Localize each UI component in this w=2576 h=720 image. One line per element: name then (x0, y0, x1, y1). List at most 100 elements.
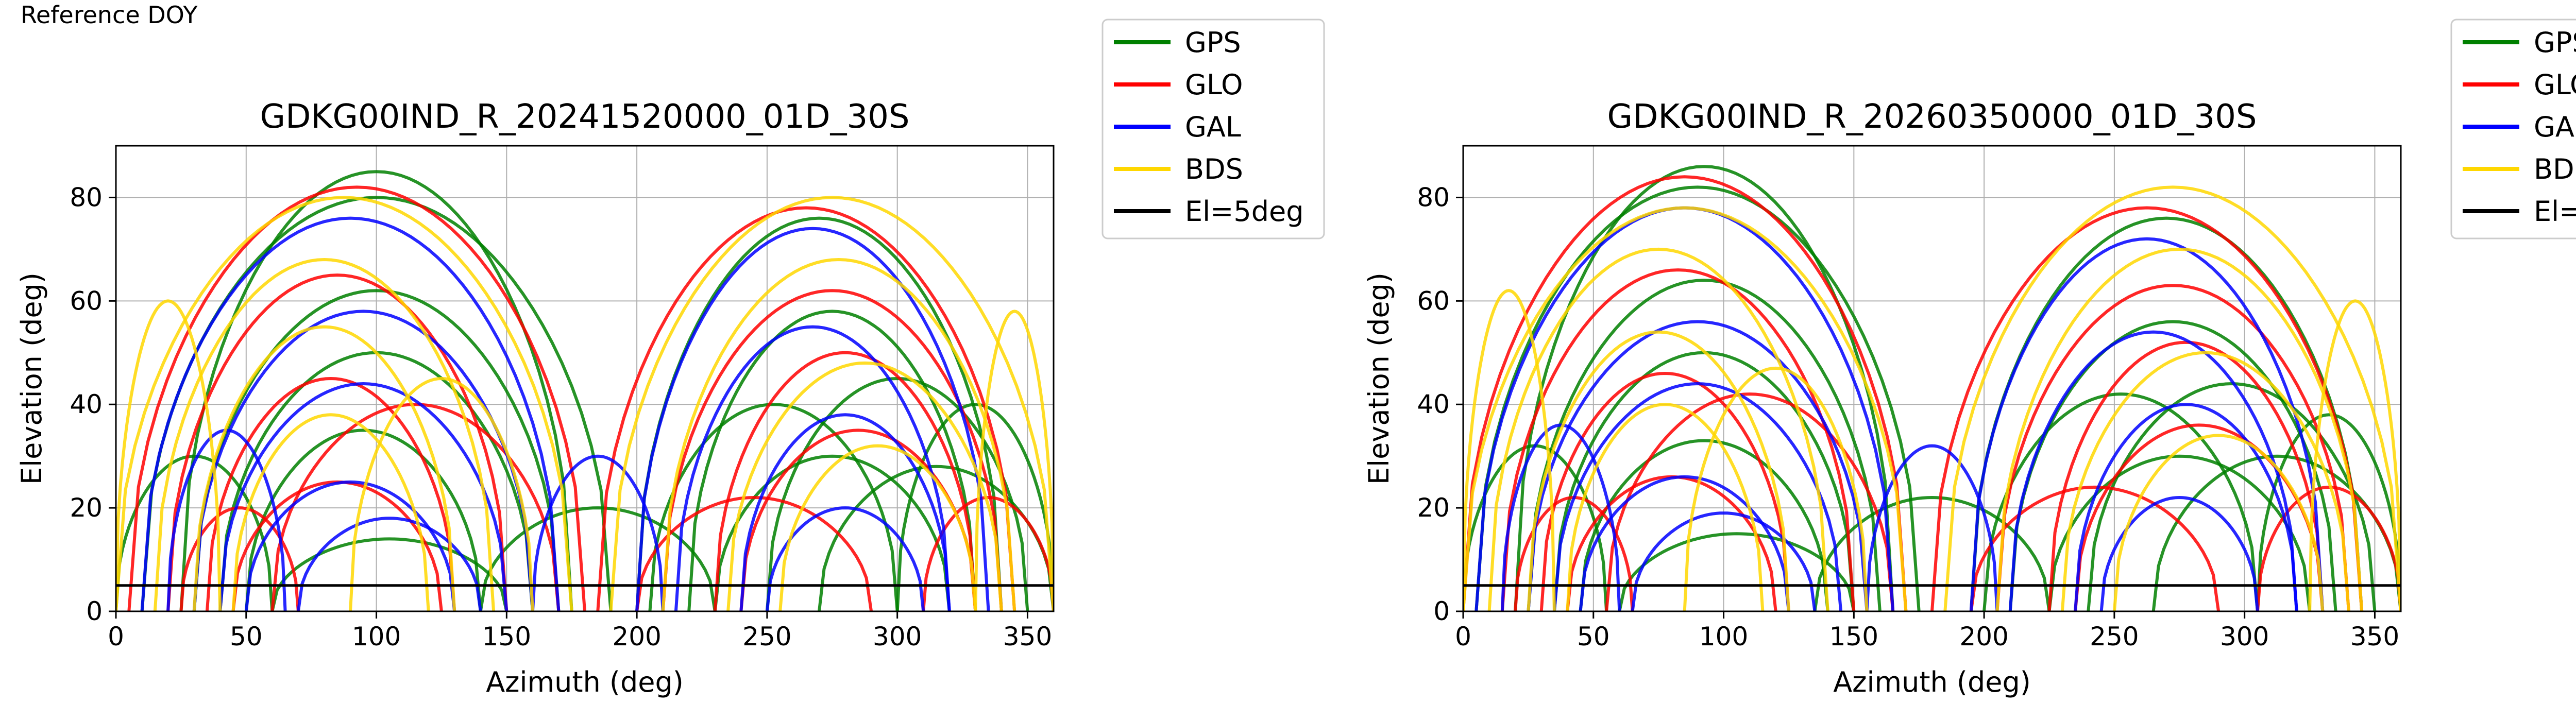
bds-satellite-track (116, 299, 222, 611)
y-axis-label: Elevation (deg) (1363, 272, 1395, 485)
gal-satellite-track (1552, 382, 1843, 611)
legend-label: GAL (1185, 111, 1241, 143)
x-tick-label: 300 (2220, 622, 2269, 652)
bds-satellite-track (349, 376, 534, 611)
legend-frame (2450, 19, 2576, 239)
glo-satellite-track (1463, 175, 1908, 611)
legend-2: GPS GLO GAL BDS El=5deg (2450, 19, 2576, 239)
gps-satellite-track (479, 506, 717, 611)
bds-satellite-track (661, 258, 1016, 611)
legend-frame (1101, 19, 1325, 239)
grid-lines (1463, 146, 2401, 612)
bds-satellite-track (1487, 247, 1829, 611)
glo-satellite-track (205, 376, 456, 611)
gps-satellite-track (1969, 216, 2364, 611)
gps-satellite-track (818, 465, 1054, 611)
gal-satellite-track (2099, 495, 2259, 611)
y-tick-label: 0 (1433, 596, 1450, 626)
gps-satellite-track (2151, 454, 2401, 611)
bds-satellite-track (2112, 434, 2325, 611)
gps-satellite-track (635, 216, 1003, 611)
legend-label: GLO (2534, 68, 2576, 101)
legend-label: BDS (2534, 153, 2576, 185)
y-tick-label: 20 (1417, 493, 1450, 523)
gps-satellite-track (1527, 279, 1882, 611)
bds-satellite-track (192, 325, 456, 611)
legend-label: GPS (2534, 26, 2576, 59)
x-tick-label: 100 (1699, 622, 1748, 652)
legend-label: El=5deg (2534, 195, 2576, 228)
gal-satellite-track (635, 227, 990, 611)
gal-satellite-track (2074, 403, 2298, 611)
x-tick-label: 50 (1577, 622, 1610, 652)
gal-satellite-track (218, 382, 509, 611)
bds-satellite-track (1463, 206, 1908, 611)
plot-frame (115, 145, 1055, 612)
legend-label: El=5deg (1185, 195, 1304, 228)
bds-satellite-track (974, 310, 1054, 611)
x-tick-label: 100 (352, 622, 401, 652)
y-tick-label: 40 (1417, 389, 1450, 419)
sky-plot-chart-2: 0 50 100 150 200 250 300 350 0 20 40 60 80 GDKG00IND… (1363, 98, 2402, 698)
reference-doy-label: Reference DOY (21, 1, 198, 29)
x-tick-label: 250 (2090, 622, 2139, 652)
x-tick-label: 200 (612, 622, 661, 652)
glo-satellite-track (1930, 206, 2364, 611)
gps-satellite-track (244, 428, 482, 611)
gps-satellite-track (1813, 495, 2051, 611)
gps-satellite-track (270, 537, 509, 611)
gal-satellite-track (765, 506, 925, 611)
y-tick-label: 80 (70, 182, 103, 212)
bds-satellite-track (726, 361, 1003, 611)
bds-satellite-track (1463, 289, 1556, 611)
gal-satellite-track (192, 310, 534, 611)
x-tick-label: 0 (108, 622, 124, 652)
gal-satellite-track (674, 325, 951, 611)
glo-satellite-track (596, 206, 1016, 611)
gps-satellite-track (1475, 185, 1921, 611)
gal-satellite-track (1969, 237, 2325, 611)
gal-satellite-track (244, 480, 456, 611)
gal-satellite-track (1500, 423, 1621, 611)
glo-satellite-track (127, 185, 586, 611)
gps-satellite-track (2087, 382, 2377, 611)
y-tick-label: 40 (70, 389, 103, 419)
x-axis-label: Azimuth (deg) (1833, 666, 2031, 698)
bds-satellite-track (1683, 366, 1869, 611)
legend-label: GAL (2534, 111, 2576, 143)
y-tick-label: 80 (1417, 182, 1450, 212)
legend-label: GPS (1185, 26, 1241, 59)
gps-satellite-track (1514, 165, 1895, 611)
gps-satellite-track (1579, 439, 1829, 611)
gps-satellite-track (2256, 413, 2401, 611)
glo-satellite-track (661, 289, 1003, 611)
plot-frame (1462, 145, 2402, 612)
gal-satellite-track (2008, 330, 2298, 611)
glo-satellite-track (1969, 485, 2221, 611)
gal-satellite-track (1527, 320, 1869, 611)
bds-satellite-track (153, 258, 496, 611)
x-tick-label: 200 (1959, 622, 2008, 652)
data-arcs (116, 170, 1054, 611)
glo-satellite-track (713, 351, 977, 611)
glo-satellite-track (2047, 340, 2325, 611)
x-tick-label: 50 (230, 622, 263, 652)
gal-satellite-track (1579, 475, 1790, 611)
bds-satellite-track (2308, 299, 2401, 611)
chart-title: GDKG00IND_R_20241520000_01D_30S (260, 98, 909, 136)
gps-satellite-track (895, 403, 1054, 611)
legend-1: GPS GLO GAL BDS El=5deg (1101, 19, 1325, 239)
data-arcs (1463, 165, 2401, 611)
gps-satellite-track (1618, 532, 1856, 611)
tick-marks: 0 50 100 150 200 250 300 350 0 20 40 60 80 (1417, 182, 2399, 652)
x-tick-label: 250 (742, 622, 791, 652)
y-tick-label: 60 (1417, 286, 1450, 316)
x-axis-label: Azimuth (deg) (486, 666, 684, 698)
gal-satellite-track (140, 216, 561, 611)
bds-satellite-track (1943, 185, 2401, 611)
x-tick-label: 350 (2350, 622, 2399, 652)
gps-satellite-track (1982, 392, 2259, 611)
gal-satellite-track (739, 413, 951, 611)
gal-satellite-track (1865, 444, 1999, 611)
